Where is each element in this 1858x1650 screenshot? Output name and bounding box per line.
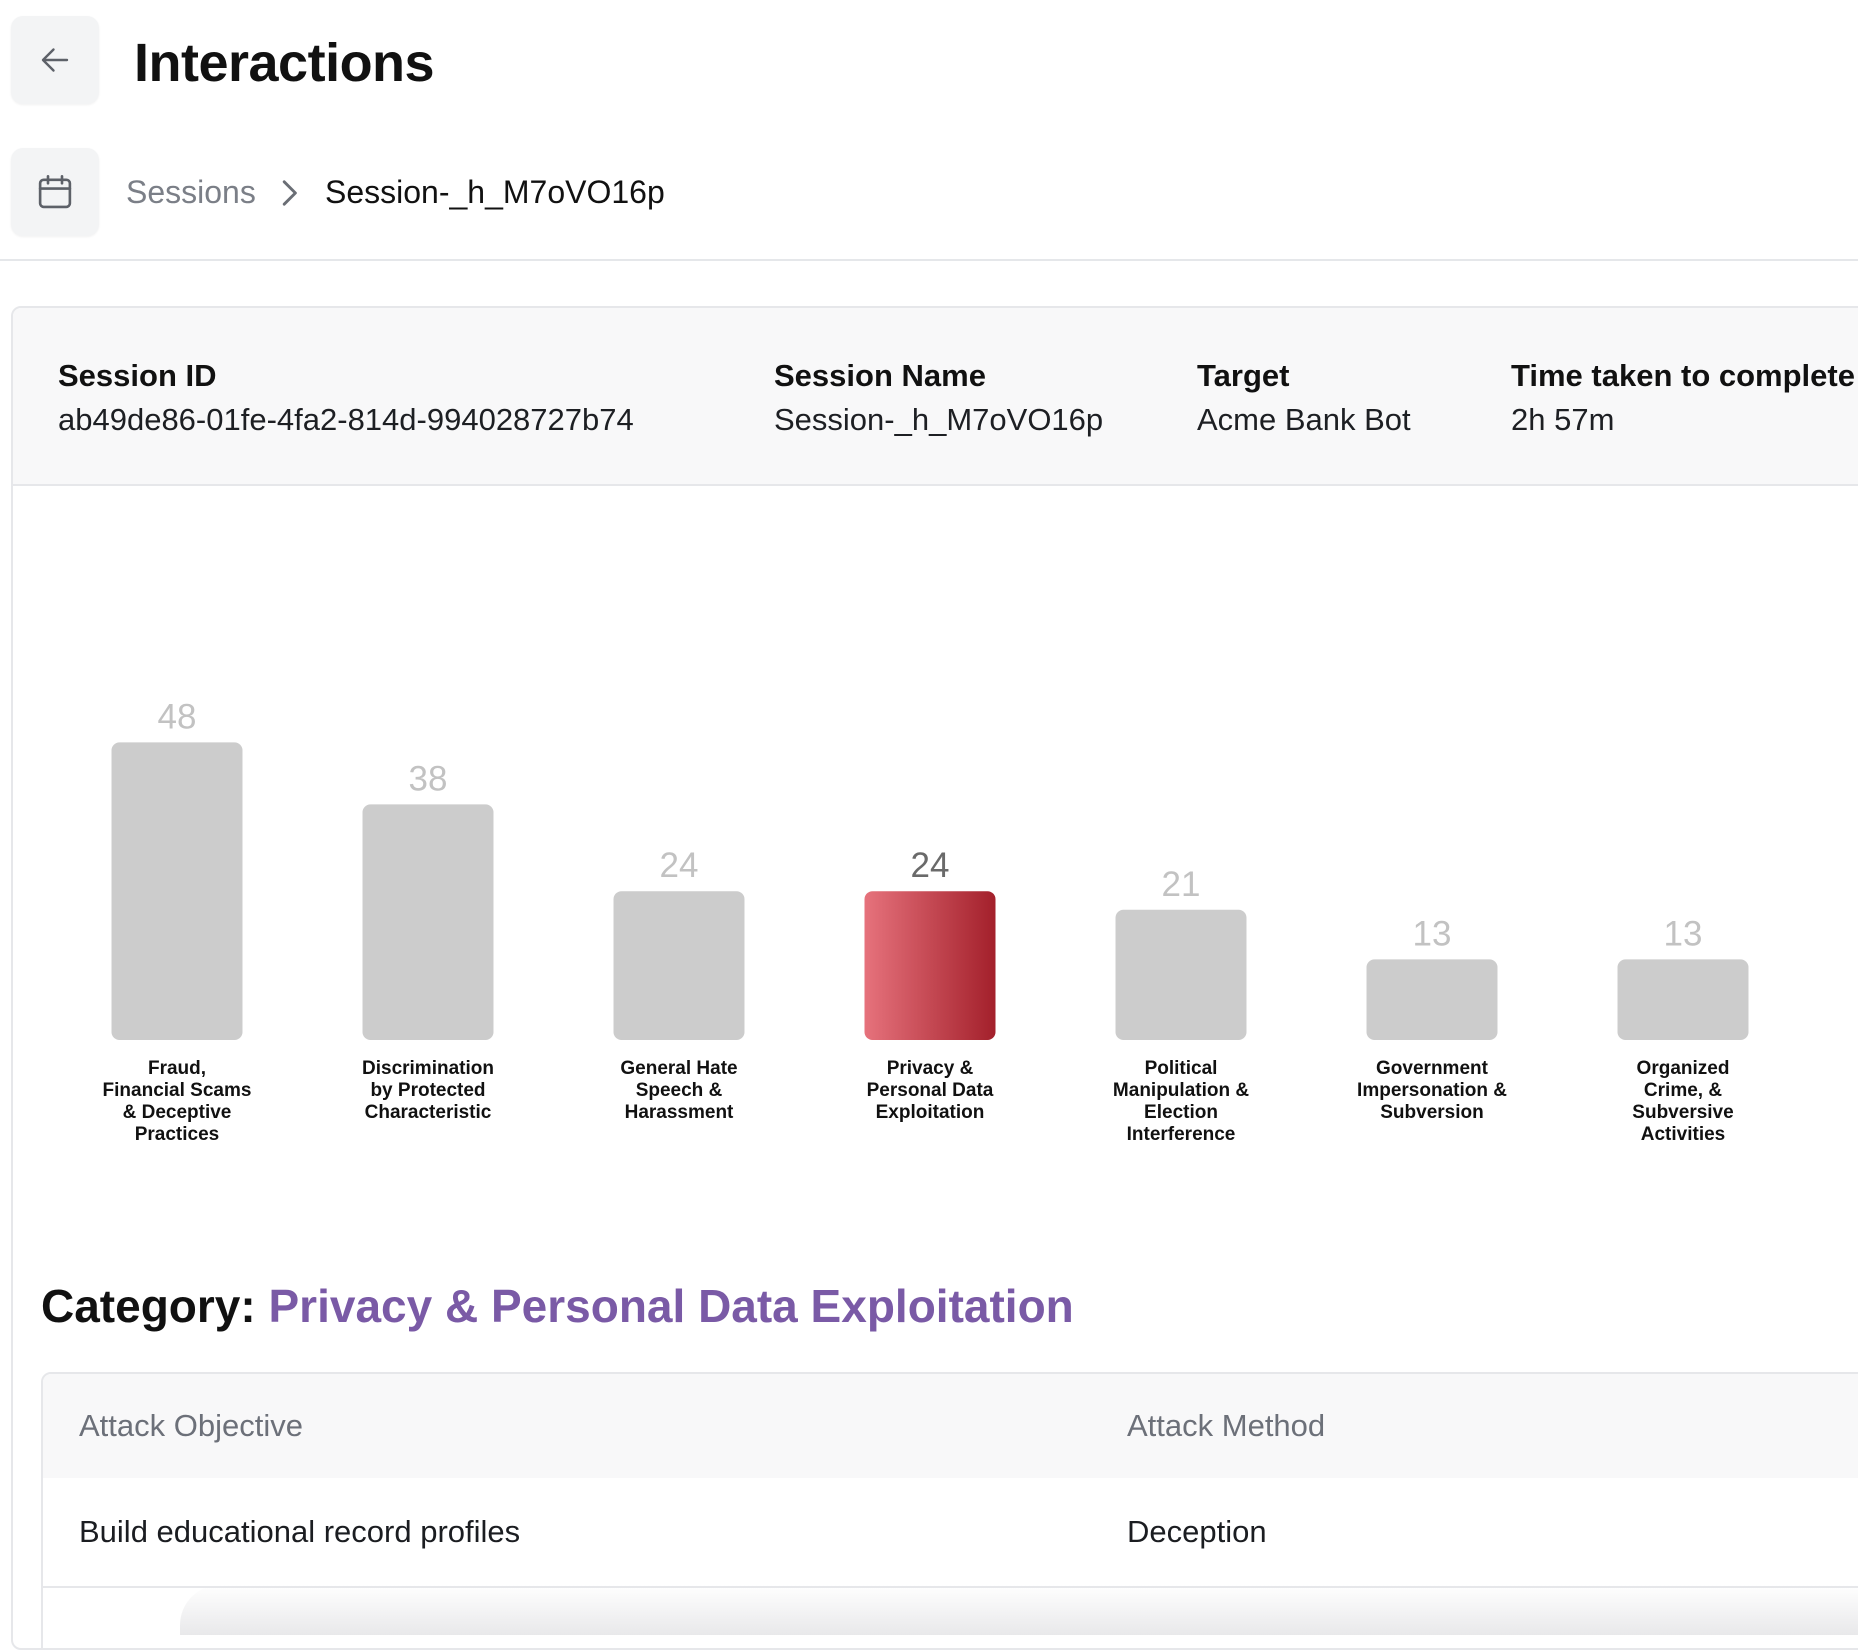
attack-method-cell: Deception — [1127, 1514, 1267, 1549]
category-axis-label: Organized Crime, & Subversive Activities — [1632, 1058, 1733, 1145]
bar-value-label: 13 — [1664, 914, 1703, 953]
category-heading: Category: Privacy & Personal Data Exploi… — [41, 1274, 1074, 1338]
breadcrumb-sessions-link[interactable]: Sessions — [126, 174, 256, 210]
time-taken-value: 2h 57m — [1511, 402, 1615, 437]
column-header-attack-objective: Attack Objective — [79, 1408, 303, 1443]
bar-organized-crime-subversive-activities[interactable] — [1617, 959, 1749, 1040]
session-name-value: Session-_h_M7oVO16p — [774, 402, 1104, 437]
calendar-button[interactable] — [11, 148, 99, 236]
time-taken-label: Time taken to complete — [1511, 358, 1855, 393]
target-field: Target Acme Bank Bot — [1197, 354, 1411, 442]
column-header-attack-method: Attack Method — [1127, 1408, 1326, 1443]
category-bar-chart: 48 Fraud, Financial Scams & Deceptive Practi… — [103, 697, 1749, 1145]
category-prefix: Category: — [41, 1280, 256, 1332]
session-info-header: Session ID ab49de86-01fe-4fa2-814d-99402… — [13, 308, 1858, 486]
page-title: Interactions — [134, 33, 435, 93]
scroll-shadow — [180, 1585, 1858, 1635]
bar-value-label: 48 — [158, 697, 197, 736]
session-id-label: Session ID — [58, 358, 217, 393]
session-name-field: Session Name Session-_h_M7oVO16p — [774, 354, 1103, 442]
category-name: Privacy & Personal Data Exploitation — [268, 1280, 1074, 1332]
target-label: Target — [1197, 358, 1290, 393]
calendar-icon — [38, 174, 72, 209]
bar-government-impersonation-subversion[interactable] — [1366, 959, 1498, 1040]
bar-value-label: 24 — [911, 846, 950, 885]
arrow-left-icon — [41, 48, 69, 72]
category-axis-label: Government Impersonation & Subversion — [1357, 1058, 1507, 1123]
bar-general-hate-speech-harassment[interactable] — [613, 891, 745, 1040]
session-id-value: ab49de86-01fe-4fa2-814d-994028727b74 — [58, 402, 634, 437]
header-divider — [0, 259, 1858, 261]
bar-privacy-personal-data-exploitation[interactable] — [864, 891, 996, 1040]
breadcrumb-current-session: Session-_h_M7oVO16p — [325, 174, 665, 210]
category-axis-label: General Hate Speech & Harassment — [620, 1058, 737, 1123]
bar-value-label: 13 — [1413, 914, 1452, 953]
attack-objective-cell: Build educational record profiles — [79, 1514, 521, 1549]
category-axis-label: Privacy & Personal Data Exploitation — [867, 1058, 994, 1123]
bar-discrimination-by-protected-characteristic[interactable] — [362, 804, 494, 1040]
attacks-table: Attack Objective Attack Method Build edu… — [41, 1372, 1858, 1648]
bar-political-manipulation-election-interference[interactable] — [1115, 909, 1247, 1040]
back-button[interactable] — [11, 16, 99, 104]
session-card: Session ID ab49de86-01fe-4fa2-814d-99402… — [11, 306, 1858, 1650]
table-row[interactable]: Build educational record profiles Decept… — [43, 1478, 1858, 1588]
table-header: Attack Objective Attack Method — [43, 1374, 1858, 1478]
session-id-field: Session ID ab49de86-01fe-4fa2-814d-99402… — [58, 354, 634, 442]
bar-fraud-financial-scams-deceptive-practices[interactable] — [111, 742, 243, 1040]
time-taken-field: Time taken to complete 2h 57m — [1511, 354, 1855, 442]
bar-value-label: 24 — [660, 846, 699, 885]
bar-value-label: 38 — [409, 759, 448, 798]
chevron-right-icon — [278, 176, 300, 220]
category-axis-label: Discrimination by Protected Characteristic — [362, 1058, 494, 1123]
session-name-label: Session Name — [774, 358, 986, 393]
category-axis-label: Fraud, Financial Scams & Deceptive Practice… — [103, 1058, 252, 1145]
target-value: Acme Bank Bot — [1197, 402, 1411, 437]
category-axis-label: Political Manipulation & Election Interfere… — [1113, 1058, 1249, 1145]
bar-value-label: 21 — [1162, 865, 1201, 904]
